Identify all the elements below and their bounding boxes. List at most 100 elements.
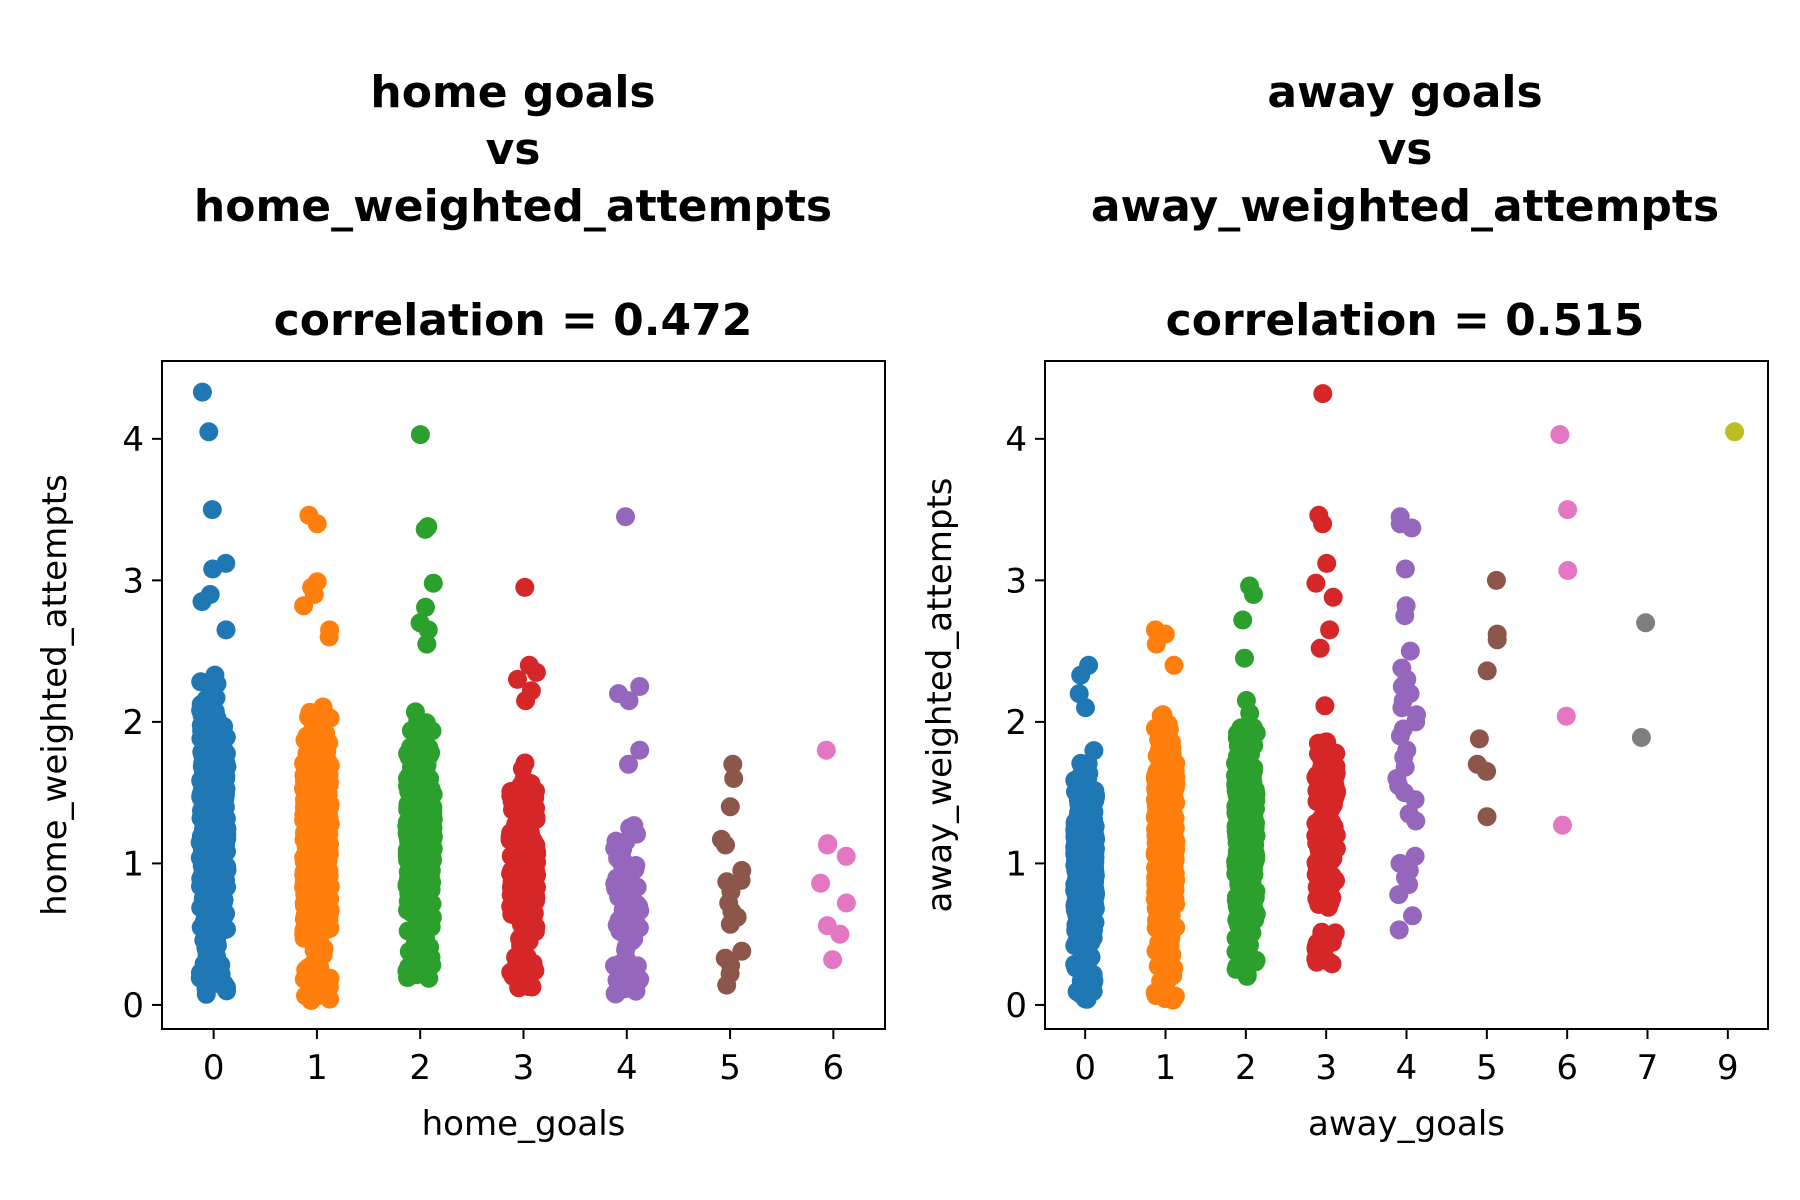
- data-point: [1082, 807, 1102, 827]
- x-tick-label: 5: [1476, 1048, 1498, 1088]
- data-point: [1486, 570, 1506, 590]
- data-point: [1395, 559, 1415, 579]
- data-point: [216, 620, 236, 640]
- data-point: [1487, 630, 1507, 650]
- data-point: [1158, 714, 1178, 734]
- data-point: [621, 862, 641, 882]
- data-point: [1071, 896, 1091, 916]
- data-point: [1553, 815, 1572, 835]
- x-tick-label: 2: [1235, 1048, 1257, 1088]
- series-6: [1550, 425, 1578, 835]
- data-point: [296, 960, 316, 980]
- data-point: [193, 870, 213, 890]
- y-tick-label: 1: [1005, 844, 1027, 884]
- x-tick-label: 6: [1556, 1048, 1578, 1088]
- series-9: [1725, 422, 1745, 442]
- series-2: [397, 425, 443, 988]
- data-point: [502, 904, 522, 924]
- y-axis-label: home_weighted_attempts: [35, 474, 75, 916]
- x-tick-label: 3: [513, 1048, 535, 1088]
- data-point: [513, 834, 533, 854]
- x-tick-label: 6: [823, 1048, 845, 1088]
- data-point: [1636, 613, 1656, 633]
- data-point: [211, 910, 231, 930]
- data-point: [398, 773, 418, 793]
- y-tick-label: 2: [1005, 703, 1027, 743]
- data-point: [1558, 500, 1578, 520]
- data-point: [207, 708, 227, 728]
- chart-title-line: vs: [1378, 124, 1433, 175]
- data-point: [1235, 894, 1255, 914]
- data-point: [1550, 425, 1570, 445]
- data-point: [1400, 641, 1420, 661]
- data-point: [1311, 809, 1331, 829]
- data-point: [1389, 885, 1409, 905]
- chart-title-line: away_weighted_attempts: [1091, 181, 1719, 232]
- x-tick-label: 0: [203, 1048, 225, 1088]
- data-point: [619, 691, 639, 711]
- data-point: [316, 789, 336, 809]
- data-point: [1070, 823, 1090, 843]
- data-point: [1312, 885, 1332, 905]
- strip-points: [1065, 384, 1745, 1010]
- y-tick-label: 3: [1005, 561, 1027, 601]
- data-point: [516, 691, 536, 711]
- chart-title-line: away goals: [1267, 67, 1542, 118]
- data-point: [416, 929, 436, 949]
- data-point: [1156, 881, 1176, 901]
- x-tick-label: 1: [1155, 1048, 1177, 1088]
- data-point: [192, 742, 212, 762]
- x-tick-label: 0: [1074, 1048, 1096, 1088]
- data-point: [1321, 755, 1341, 775]
- y-axis-label: away_weighted_attempts: [920, 478, 960, 913]
- right-subplot: away goalsvsaway_weighted_attemptscorrel…: [920, 67, 1769, 1144]
- x-tick-label: 2: [409, 1048, 431, 1088]
- data-point: [423, 573, 443, 593]
- data-point: [415, 519, 435, 539]
- data-point: [191, 700, 211, 720]
- data-point: [616, 507, 635, 527]
- series-0: [190, 382, 237, 1004]
- data-point: [1313, 514, 1333, 534]
- data-point: [301, 991, 321, 1010]
- data-point: [203, 836, 223, 856]
- data-point: [1320, 620, 1340, 640]
- series-1: [294, 505, 340, 1010]
- data-point: [1149, 730, 1169, 750]
- data-point: [1390, 726, 1410, 746]
- data-point: [410, 425, 430, 445]
- data-point: [1072, 981, 1092, 1001]
- y-tick-label: 1: [122, 844, 144, 884]
- data-point: [319, 627, 339, 647]
- data-point: [307, 514, 327, 534]
- data-point: [418, 875, 438, 895]
- data-point: [207, 867, 227, 887]
- data-point: [606, 831, 626, 851]
- chart-title-line: correlation = 0.515: [1166, 295, 1645, 346]
- data-point: [521, 964, 541, 984]
- data-point: [1477, 661, 1497, 681]
- data-point: [1227, 957, 1247, 977]
- data-point: [1402, 518, 1422, 538]
- data-point: [403, 943, 423, 963]
- data-point: [1245, 952, 1265, 972]
- data-point: [508, 669, 527, 689]
- data-point: [509, 868, 529, 887]
- series-6: [811, 740, 856, 970]
- data-point: [724, 769, 744, 788]
- left-subplot: home goalsvshome_weighted_attemptscorrel…: [35, 67, 886, 1144]
- data-point: [408, 711, 428, 731]
- data-point: [190, 963, 210, 983]
- data-point: [1157, 915, 1176, 935]
- data-point: [1477, 807, 1497, 827]
- data-point: [519, 931, 539, 951]
- strip-points: [190, 382, 856, 1010]
- data-point: [823, 950, 843, 970]
- x-tick-label: 3: [1315, 1048, 1337, 1088]
- data-point: [1310, 638, 1330, 658]
- data-point: [294, 596, 314, 616]
- series-1: [1145, 620, 1186, 1010]
- data-point: [1083, 884, 1103, 904]
- data-point: [202, 500, 222, 520]
